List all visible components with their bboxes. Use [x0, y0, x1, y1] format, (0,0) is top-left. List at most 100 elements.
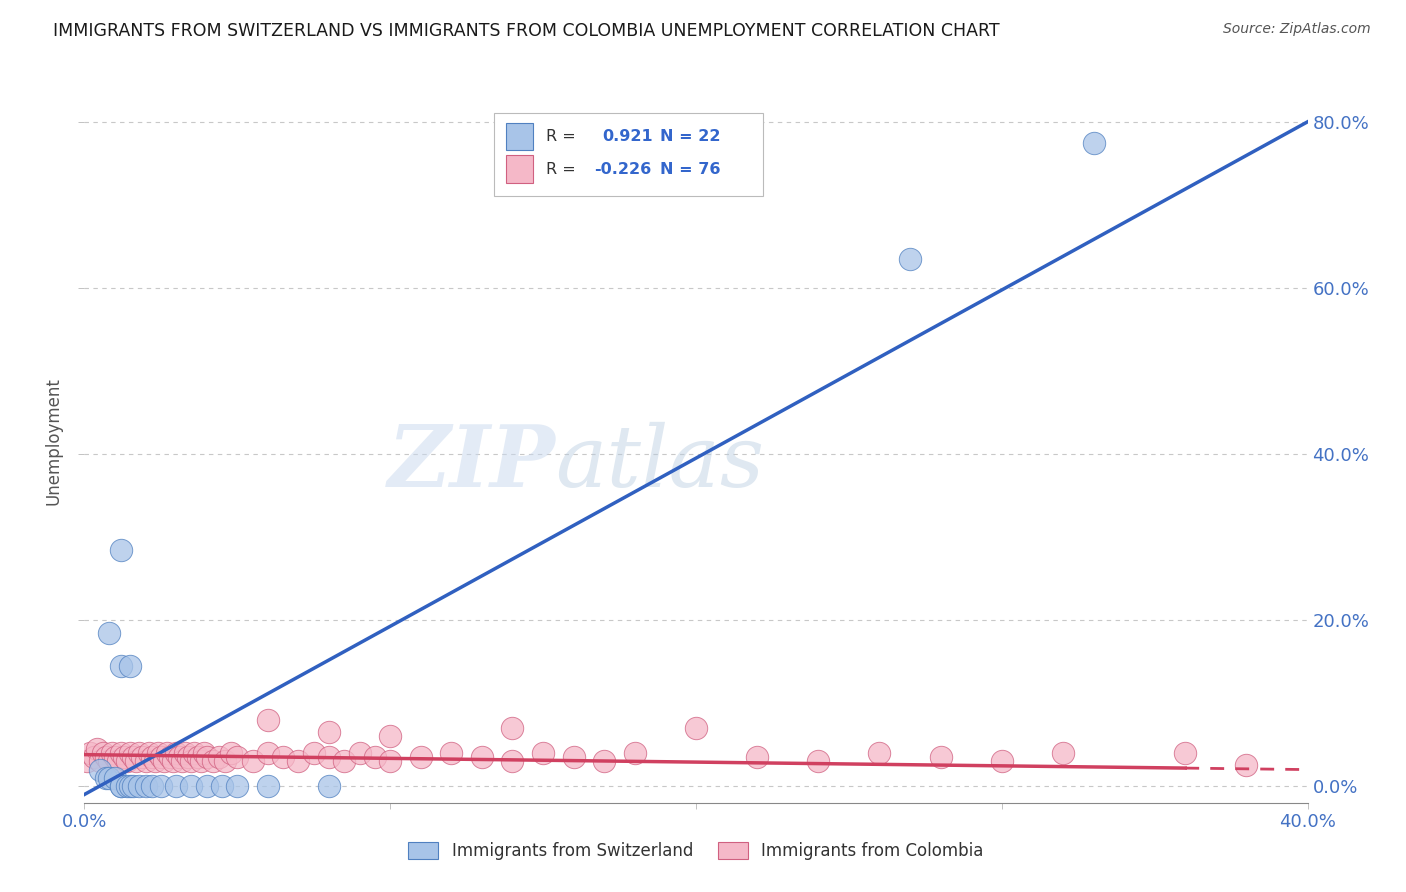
Point: [333, 754, 356, 768]
Point: [83, 750, 105, 764]
Point: [208, 750, 231, 764]
Point: [624, 746, 647, 760]
Point: [76, 754, 98, 768]
Point: [1236, 758, 1258, 772]
Point: [226, 750, 249, 764]
Point: [141, 779, 163, 793]
Point: [91, 746, 114, 760]
Point: [156, 746, 179, 760]
Text: N = 76: N = 76: [661, 161, 721, 177]
Point: [110, 779, 132, 793]
Text: 0.921: 0.921: [602, 129, 652, 145]
Point: [115, 779, 138, 793]
Point: [593, 754, 616, 768]
Point: [257, 779, 280, 793]
Point: [172, 754, 194, 768]
Point: [149, 750, 172, 764]
Point: [110, 746, 132, 760]
Point: [502, 721, 524, 735]
Point: [471, 750, 494, 764]
Point: [929, 750, 952, 764]
Point: [318, 725, 340, 739]
Point: [747, 750, 769, 764]
Point: [177, 750, 200, 764]
Point: [869, 746, 891, 760]
Point: [502, 754, 524, 768]
Point: [143, 754, 166, 768]
Text: IMMIGRANTS FROM SWITZERLAND VS IMMIGRANTS FROM COLOMBIA UNEMPLOYMENT CORRELATION: IMMIGRANTS FROM SWITZERLAND VS IMMIGRANT…: [53, 22, 1000, 40]
Point: [180, 779, 202, 793]
Point: [89, 754, 111, 768]
Point: [135, 779, 157, 793]
Point: [991, 754, 1014, 768]
Point: [149, 779, 172, 793]
Point: [153, 754, 176, 768]
Point: [174, 746, 197, 760]
Point: [1174, 746, 1197, 760]
Text: -0.226: -0.226: [595, 161, 652, 177]
Point: [165, 779, 187, 793]
Text: R =: R =: [546, 161, 581, 177]
Point: [201, 754, 224, 768]
Point: [162, 754, 184, 768]
Point: [531, 746, 554, 760]
Point: [165, 746, 187, 760]
Point: [318, 779, 340, 793]
Point: [135, 754, 157, 768]
Point: [195, 779, 218, 793]
Point: [125, 754, 148, 768]
Text: atlas: atlas: [555, 422, 765, 505]
Point: [104, 750, 127, 764]
Point: [685, 721, 707, 735]
Point: [440, 746, 463, 760]
Point: [159, 750, 181, 764]
Point: [1052, 746, 1074, 760]
Point: [141, 750, 163, 764]
Point: [89, 763, 111, 777]
Point: [211, 779, 233, 793]
Point: [183, 746, 205, 760]
Point: [94, 750, 117, 764]
Point: [364, 750, 387, 764]
Point: [107, 754, 129, 768]
Point: [190, 754, 212, 768]
Point: [807, 754, 830, 768]
Point: [257, 713, 280, 727]
Point: [302, 746, 325, 760]
Y-axis label: Unemployment: Unemployment: [45, 377, 63, 506]
Point: [219, 746, 242, 760]
Point: [167, 750, 190, 764]
Point: [380, 730, 402, 744]
Point: [104, 771, 127, 785]
Point: [409, 750, 432, 764]
Point: [257, 746, 280, 760]
Point: [97, 754, 120, 768]
Point: [186, 750, 208, 764]
Point: [79, 746, 101, 760]
Point: [110, 658, 132, 673]
Point: [349, 746, 371, 760]
Bar: [506, 123, 533, 151]
Text: N = 22: N = 22: [661, 129, 721, 145]
Point: [122, 779, 145, 793]
Point: [193, 746, 215, 760]
Text: ZIP: ZIP: [388, 421, 555, 505]
Point: [120, 779, 142, 793]
Point: [97, 625, 120, 640]
FancyBboxPatch shape: [494, 112, 763, 196]
Point: [97, 771, 120, 785]
Point: [138, 746, 160, 760]
Point: [122, 750, 145, 764]
Point: [898, 252, 921, 266]
Point: [110, 779, 132, 793]
Text: Source: ZipAtlas.com: Source: ZipAtlas.com: [1223, 22, 1371, 37]
Point: [120, 658, 142, 673]
Point: [146, 746, 169, 760]
Point: [242, 754, 264, 768]
Point: [226, 779, 249, 793]
Point: [101, 746, 124, 760]
Point: [318, 750, 340, 764]
Point: [562, 750, 585, 764]
Point: [86, 741, 108, 756]
Point: [180, 754, 202, 768]
